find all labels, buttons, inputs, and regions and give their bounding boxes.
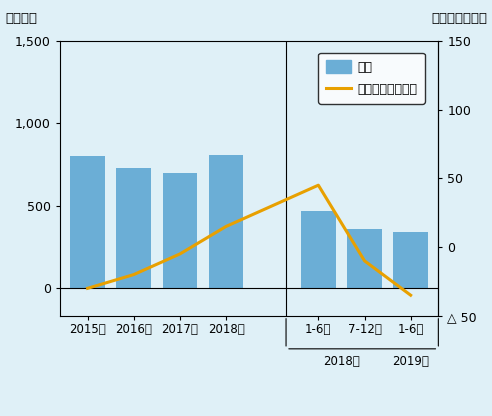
Text: 2019年: 2019年 — [392, 355, 429, 368]
Bar — [347, 229, 382, 288]
Text: 2018年: 2018年 — [323, 355, 360, 368]
Text: （件数）: （件数） — [5, 12, 37, 25]
Text: （前年比、％）: （前年比、％） — [431, 12, 487, 25]
Bar — [70, 156, 105, 288]
Bar — [117, 168, 151, 288]
Bar — [209, 155, 244, 288]
Bar — [301, 211, 336, 288]
Bar — [393, 232, 428, 288]
Legend: 件数, 伸び率（右目盛）: 件数, 伸び率（右目盛） — [318, 52, 425, 104]
Bar — [162, 173, 197, 288]
